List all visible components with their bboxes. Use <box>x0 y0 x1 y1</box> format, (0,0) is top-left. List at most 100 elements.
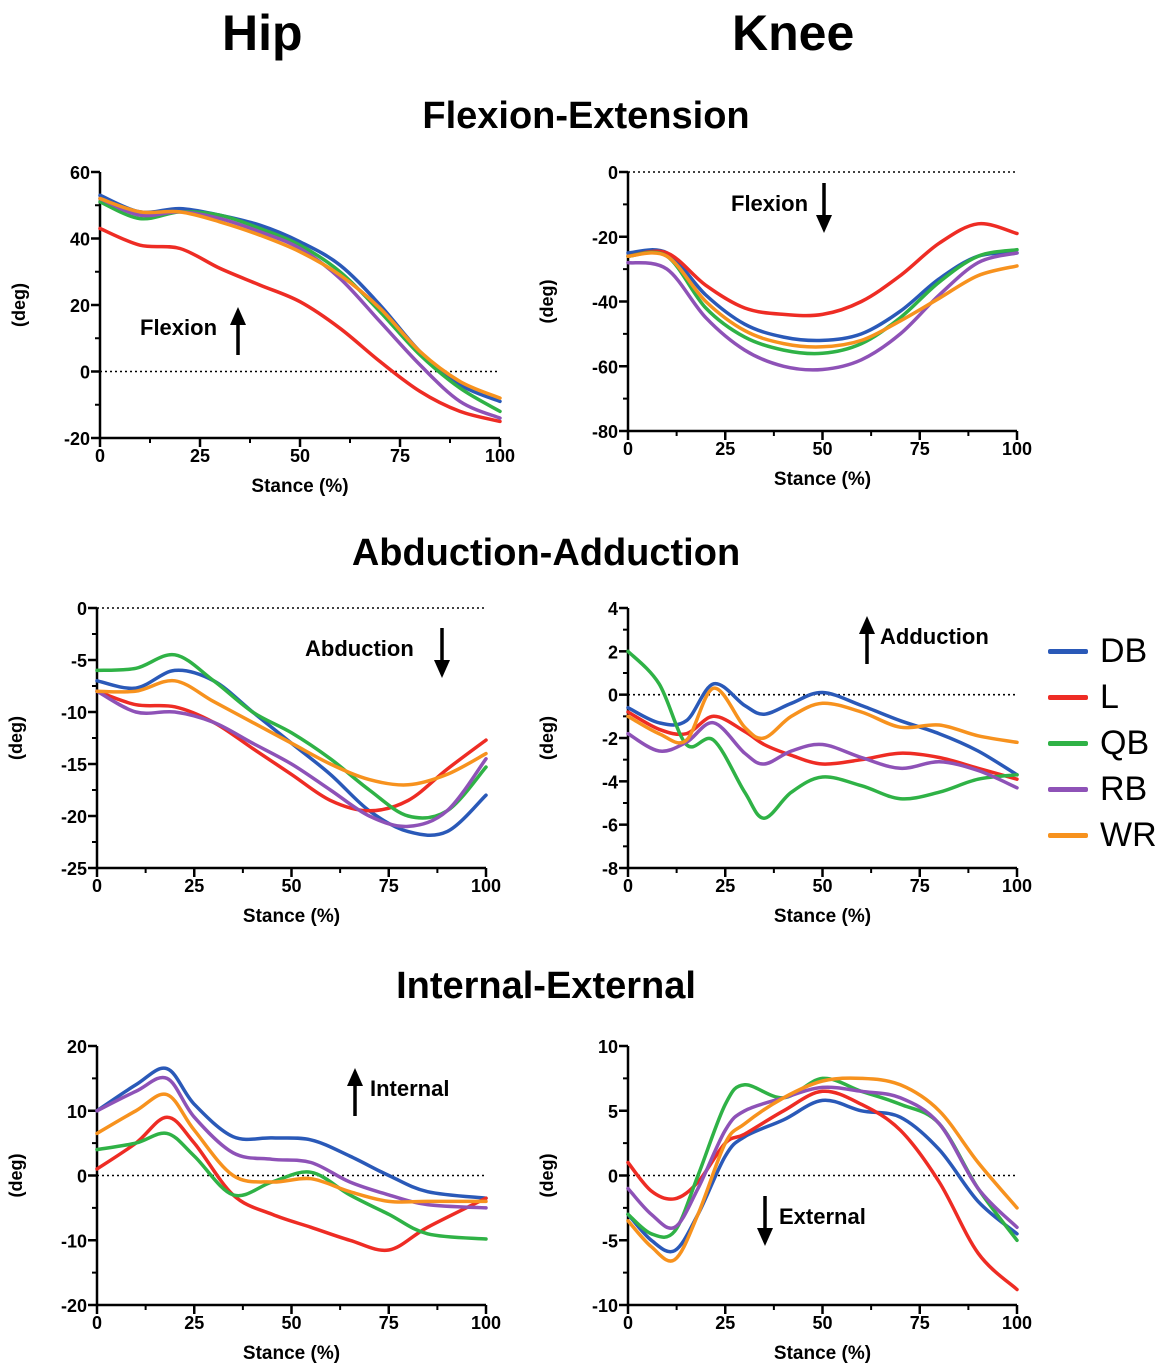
legend: DB L QB RB WR <box>1048 628 1157 858</box>
hip-abd-ytick-label: 0 <box>77 599 87 619</box>
hip-rot-arrow-up-head-icon <box>347 1068 363 1086</box>
knee-rot-xtick-label: 75 <box>910 1313 930 1333</box>
knee-add-series-l <box>626 710 1019 781</box>
hip-rot-ylabel: (deg) <box>6 1154 26 1198</box>
knee-add-ytick-label: 4 <box>608 599 618 619</box>
knee-flex-arrow-down-head-icon <box>816 215 832 233</box>
knee-flex-ytick-label: -20 <box>592 228 618 248</box>
hip-flex-ytick-label: 60 <box>70 163 90 183</box>
knee-flex-xtick-label: 50 <box>812 439 832 459</box>
legend-item-l: L <box>1048 674 1157 720</box>
knee-add-series-db <box>626 682 1019 777</box>
hip-abd-ytick-label: -5 <box>71 651 87 671</box>
knee-add-xlabel: Stance (%) <box>774 906 871 927</box>
hip-rot-xtick-label: 0 <box>92 1313 102 1333</box>
legend-item-wr: WR <box>1048 812 1157 858</box>
hip-rot-xtick-label: 100 <box>471 1313 501 1333</box>
hip-abd-series-rb <box>95 689 488 829</box>
legend-label-rb: RB <box>1100 769 1148 808</box>
knee-rot-arrow-down-head-icon <box>757 1228 773 1246</box>
knee-add-xtick-label: 100 <box>1002 876 1032 896</box>
knee-flex-xtick-label: 100 <box>1002 439 1032 459</box>
knee-rot-ytick-label: 10 <box>598 1037 618 1057</box>
hip-abd-ytick-label: -10 <box>61 703 87 723</box>
legend-item-qb: QB <box>1048 720 1157 766</box>
knee-flex-ytick-label: -60 <box>592 357 618 377</box>
hip-abd-ytick-label: -20 <box>61 807 87 827</box>
hip-flex-ylabel: (deg) <box>9 283 29 327</box>
hip-rot-ytick-label: 20 <box>67 1037 87 1057</box>
hip-rot-series-db <box>95 1066 488 1200</box>
knee-rot-ytick-label: -5 <box>602 1231 618 1251</box>
hip-flex-xlabel: Stance (%) <box>251 476 348 497</box>
hip-abd-series-qb <box>95 652 488 820</box>
hip-flex-annotation-label: Flexion <box>140 315 217 340</box>
hip-rot-xtick-label: 75 <box>379 1313 399 1333</box>
legend-label-wr: WR <box>1100 815 1157 854</box>
knee-column-header: Knee <box>732 5 855 61</box>
hip-abd-series-db <box>95 668 488 837</box>
knee-rot-xtick-label: 100 <box>1002 1313 1032 1333</box>
knee-flex-series-db <box>626 248 1019 343</box>
hip-flex-xtick-label: 75 <box>390 446 410 466</box>
knee-rot-xtick-label: 25 <box>715 1313 735 1333</box>
hip-flex-xtick-label: 100 <box>485 446 515 466</box>
hip-column-header: Hip <box>222 5 303 61</box>
hip-flex-xtick-label: 50 <box>290 446 310 466</box>
knee-rot-series-wr <box>626 1076 1019 1263</box>
legend-label-qb: QB <box>1100 723 1150 762</box>
legend-label-l: L <box>1100 677 1119 716</box>
knee-add-arrow-up-head-icon <box>859 616 875 634</box>
knee-add-xtick-label: 50 <box>812 876 832 896</box>
knee-flex-ylabel: (deg) <box>537 280 557 324</box>
knee-add-ytick-label: 0 <box>608 686 618 706</box>
knee-flex-xtick-label: 0 <box>623 439 633 459</box>
hip-flex-series-rb <box>98 196 502 420</box>
hip-rot-ytick-label: -10 <box>61 1231 87 1251</box>
knee-flex-series-qb <box>626 247 1019 356</box>
flexion-extension-title: Flexion-Extension <box>422 95 750 137</box>
hip-flex-xtick-label: 0 <box>95 446 105 466</box>
legend-swatch-rb <box>1048 786 1088 792</box>
knee-add-annotation-label: Adduction <box>880 624 989 649</box>
hip-abd-xtick-label: 25 <box>184 876 204 896</box>
knee-add-xtick-label: 0 <box>623 876 633 896</box>
knee-add-ytick-label: 2 <box>608 642 618 662</box>
hip-rot-ytick-label: 0 <box>77 1167 87 1187</box>
hip-abd-ytick-label: -25 <box>61 859 87 879</box>
hip-abd-series-l <box>95 689 488 813</box>
legend-label-db: DB <box>1100 631 1148 670</box>
legend-swatch-wr <box>1048 832 1088 838</box>
hip-abd-ylabel: (deg) <box>6 716 26 760</box>
legend-swatch-db <box>1048 648 1088 654</box>
knee-rot-series-l <box>626 1089 1019 1292</box>
hip-rot-xtick-label: 50 <box>281 1313 301 1333</box>
knee-add-xtick-label: 25 <box>715 876 735 896</box>
hip-abd-xtick-label: 75 <box>379 876 399 896</box>
knee-rot-xtick-label: 0 <box>623 1313 633 1333</box>
hip-rot-series-l <box>95 1115 488 1253</box>
hip-abd-series-wr <box>95 678 488 787</box>
knee-flex-ytick-label: -80 <box>592 422 618 442</box>
knee-rot-ytick-label: 5 <box>608 1102 618 1122</box>
knee-rot-xtick-label: 50 <box>812 1313 832 1333</box>
hip-abd-xlabel: Stance (%) <box>243 906 340 927</box>
knee-flex-series-wr <box>626 251 1019 349</box>
hip-abd-xtick-label: 0 <box>92 876 102 896</box>
hip-flex-xtick-label: 25 <box>190 446 210 466</box>
hip-rot-xtick-label: 25 <box>184 1313 204 1333</box>
knee-add-ylabel: (deg) <box>537 716 557 760</box>
hip-flex-ytick-label: 20 <box>70 296 90 316</box>
hip-flex-ytick-label: -20 <box>64 429 90 449</box>
knee-flex-series-l <box>626 221 1019 318</box>
knee-rot-ylabel: (deg) <box>537 1154 557 1198</box>
hip-abd-xtick-label: 50 <box>281 876 301 896</box>
knee-flex-xlabel: Stance (%) <box>774 469 871 490</box>
hip-rot-series-rb <box>95 1075 488 1210</box>
hip-rot-xlabel: Stance (%) <box>243 1343 340 1364</box>
abduction-adduction-title: Abduction-Adduction <box>351 532 741 574</box>
hip-flex-arrow-up-head-icon <box>230 307 246 325</box>
knee-rot-xlabel: Stance (%) <box>774 1343 871 1364</box>
knee-add-ytick-label: -6 <box>602 816 618 836</box>
knee-flex-xtick-label: 75 <box>910 439 930 459</box>
